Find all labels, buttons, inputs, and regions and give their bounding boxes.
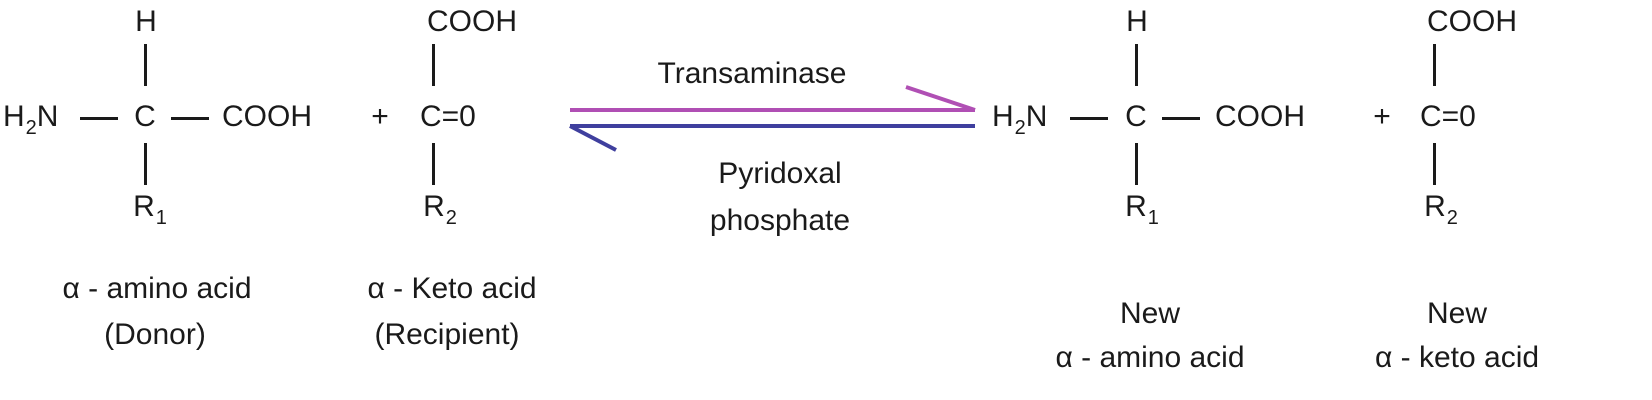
- caption-new-amino-line1: New: [1119, 297, 1181, 330]
- alpha-carbon: C: [134, 100, 156, 133]
- bond-c-cooh: [171, 117, 209, 120]
- caption-recipient-line1: α - Keto acid: [367, 272, 537, 305]
- forward-half-arrow: [570, 85, 976, 112]
- caption-new-keto-line1: New: [1426, 297, 1488, 330]
- carboxyl-group: COOH: [1215, 100, 1305, 133]
- carbonyl-carbon: C=0: [1420, 100, 1476, 133]
- bond-n-c: [80, 117, 118, 120]
- keto-acid-cooh-top: COOH: [427, 5, 517, 38]
- keto-acid-cooh-top: COOH: [1427, 5, 1517, 38]
- caption-recipient-line2: (Recipient): [374, 318, 520, 351]
- side-chain-r1: R1: [133, 190, 167, 229]
- caption-donor-line1: α - amino acid: [62, 272, 252, 305]
- amino-acid-h-top: H: [135, 5, 157, 38]
- cofactor-label-line2: phosphate: [709, 204, 851, 237]
- cofactor-label-line1: Pyridoxal: [718, 157, 842, 190]
- reverse-arrow-barb: [569, 124, 617, 152]
- bond-c-cooh-vertical: [1433, 44, 1436, 86]
- bond-c-r: [1135, 143, 1138, 185]
- plus-sign: +: [1373, 100, 1391, 133]
- caption-donor-line2: (Donor): [104, 318, 206, 351]
- bond-c-h-top: [144, 44, 147, 86]
- bond-c-r: [432, 143, 435, 185]
- forward-arrow-barb: [905, 85, 976, 112]
- bond-c-cooh: [1162, 117, 1200, 120]
- enzyme-label: Transaminase: [657, 57, 847, 90]
- bond-c-cooh-vertical: [432, 44, 435, 86]
- alpha-carbon: C: [1125, 100, 1147, 133]
- side-chain-r2: R2: [1424, 190, 1458, 229]
- side-chain-r2: R2: [423, 190, 457, 229]
- plus-sign: +: [371, 100, 389, 133]
- bond-n-c: [1070, 117, 1108, 120]
- amino-acid-h-top: H: [1126, 5, 1148, 38]
- amino-group: H2N: [992, 100, 1048, 139]
- reverse-half-arrow: [569, 124, 975, 152]
- carbonyl-carbon: C=0: [420, 100, 476, 133]
- amino-group: H2N: [3, 100, 59, 139]
- caption-new-keto-line2: α - keto acid: [1374, 341, 1540, 374]
- bond-c-r: [1433, 143, 1436, 185]
- carboxyl-group: COOH: [222, 100, 312, 133]
- bond-c-r: [144, 143, 147, 185]
- bond-c-h-top: [1135, 44, 1138, 86]
- side-chain-r1: R1: [1125, 190, 1159, 229]
- caption-new-amino-line2: α - amino acid: [1055, 341, 1245, 374]
